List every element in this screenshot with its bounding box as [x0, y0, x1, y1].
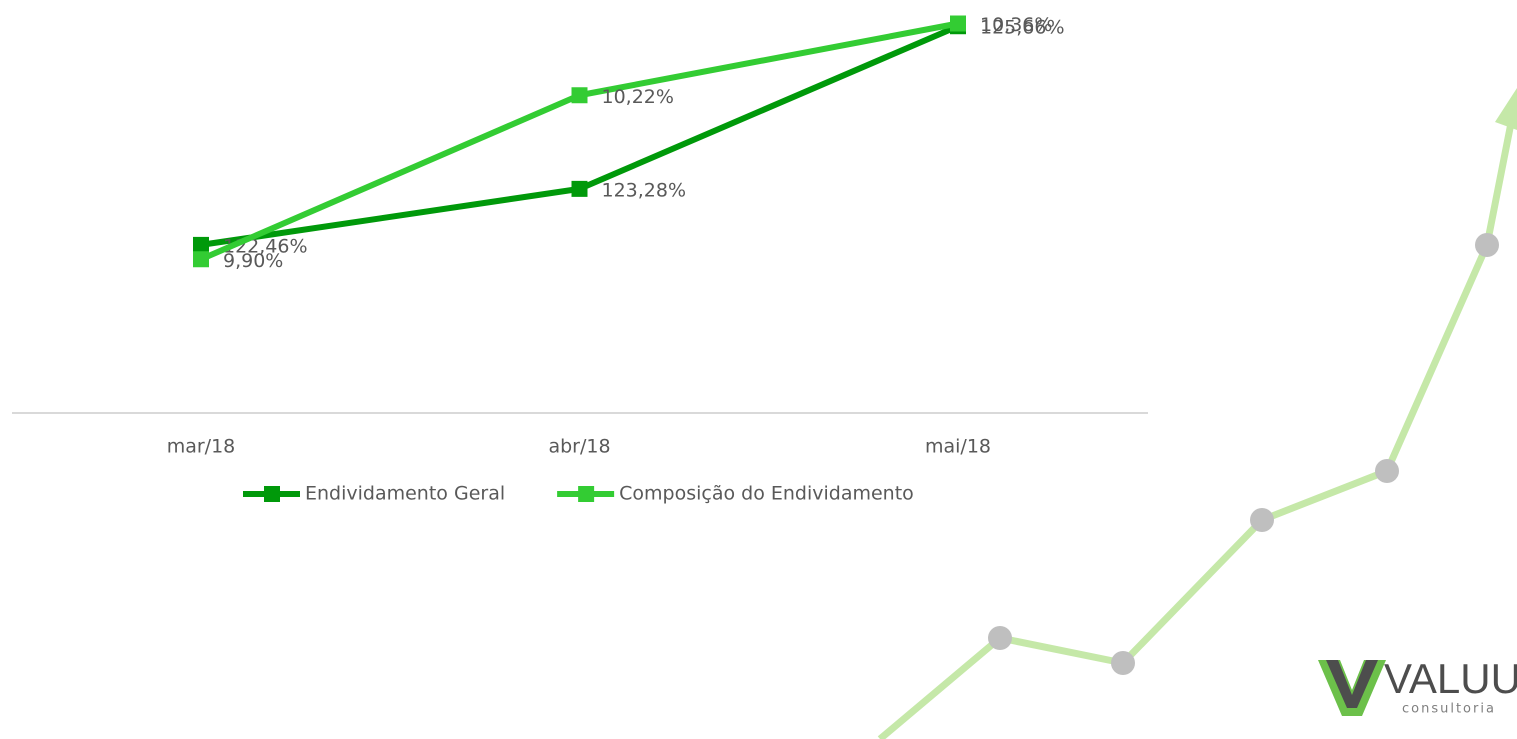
data-label: 10,36%: [980, 14, 1052, 36]
plot: mar/18 abr/18 mai/18122,46%123,28%125,66%9…: [167, 14, 1065, 505]
point-marker: [193, 251, 209, 268]
legend-marker: [578, 486, 595, 502]
point-marker: [571, 87, 588, 104]
data-label: 123,28%: [602, 179, 687, 201]
decor-dot: [1111, 651, 1135, 675]
point-marker: [571, 180, 588, 197]
decor-dot: [1250, 508, 1274, 532]
logo: VALUUI consultoria: [1318, 655, 1517, 717]
point-marker: [950, 15, 966, 32]
background-decoration: [877, 88, 1517, 739]
logo-name: VALUUI: [1384, 655, 1517, 702]
x-tick-label: abr/18: [548, 436, 610, 458]
decor-dot: [1375, 459, 1399, 483]
point-marker: [193, 236, 209, 253]
decor-dot: [988, 626, 1012, 650]
legend-label: Composição do Endividamento: [619, 483, 914, 505]
data-label: 125,66%: [980, 17, 1065, 39]
logo-mark-inner: [1326, 660, 1378, 708]
data-label: 10,22%: [602, 86, 674, 108]
x-tick-label: mai/18: [925, 436, 991, 458]
x-tick-label: mar/18: [167, 436, 236, 458]
legend-label: Endividamento Geral: [305, 483, 505, 505]
data-label: 9,90%: [223, 250, 283, 272]
decor-dot: [1475, 233, 1499, 257]
decor-line: [877, 117, 1516, 739]
legend-marker: [264, 486, 280, 502]
series-line: [199, 20, 959, 263]
decor-arrow: [1495, 88, 1517, 130]
logo-tagline: consultoria: [1402, 702, 1496, 717]
